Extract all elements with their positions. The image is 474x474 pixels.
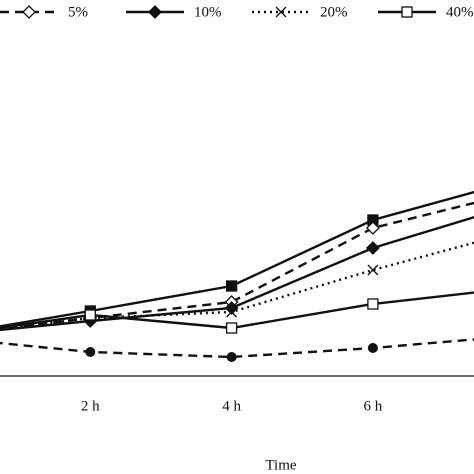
data-point bbox=[84, 309, 96, 321]
data-point bbox=[367, 264, 379, 276]
data-point bbox=[365, 241, 380, 255]
series-line bbox=[0, 201, 474, 331]
data-point bbox=[224, 301, 239, 315]
series-line bbox=[0, 215, 474, 332]
x-tick-label: 4 h bbox=[222, 398, 241, 414]
x-tick-label: 6 h bbox=[364, 398, 383, 414]
data-point bbox=[226, 306, 238, 318]
series-line bbox=[0, 190, 474, 328]
legend-label: 10% bbox=[194, 4, 222, 20]
legend-label: 40% bbox=[446, 4, 474, 20]
data-point bbox=[85, 347, 96, 357]
data-point bbox=[226, 352, 237, 362]
legend-marker bbox=[275, 6, 287, 18]
x-axis-title: Time bbox=[265, 457, 296, 473]
series-line bbox=[0, 338, 474, 359]
data-point bbox=[367, 343, 378, 353]
legend-marker bbox=[148, 5, 162, 19]
x-tick-label: 2 h bbox=[81, 398, 100, 414]
data-point bbox=[367, 298, 379, 310]
data-point bbox=[225, 322, 238, 334]
data-point bbox=[365, 221, 380, 235]
legend-marker bbox=[22, 5, 36, 19]
legend-label: 20% bbox=[320, 4, 348, 20]
data-point bbox=[225, 280, 238, 292]
legend-marker bbox=[401, 6, 413, 18]
legend-label: 5% bbox=[68, 4, 88, 20]
